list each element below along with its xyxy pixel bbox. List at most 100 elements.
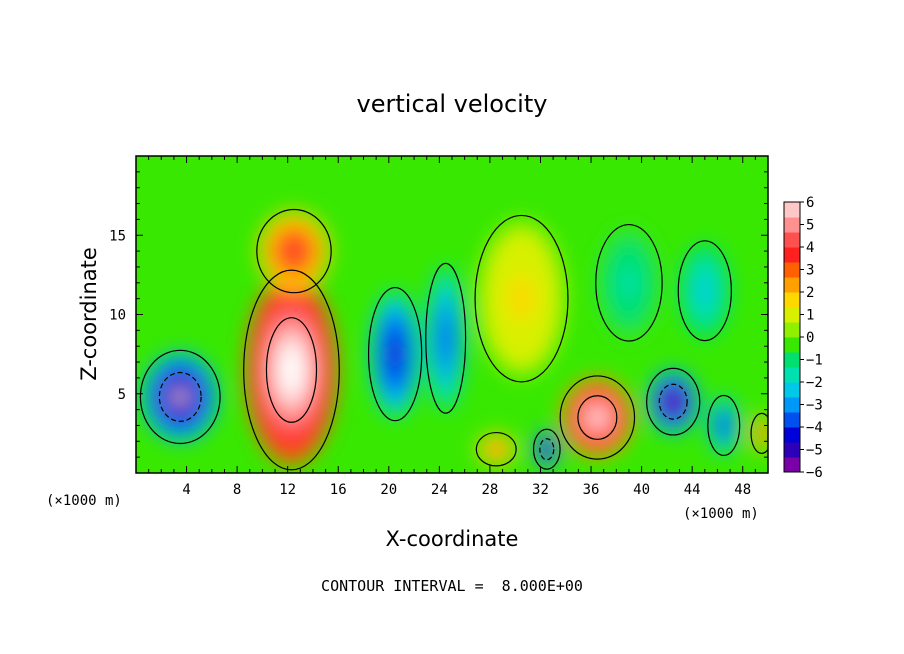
zero-contour-line bbox=[256, 208, 332, 294]
x-axis-label: X-coordinate bbox=[386, 527, 519, 551]
contour-interval-note: CONTOUR INTERVAL = 8.000E+00 bbox=[321, 577, 583, 595]
colorbar-swatch bbox=[784, 277, 800, 293]
x-tick-label: 44 bbox=[684, 482, 701, 498]
x-unit-right: (×1000 m) bbox=[683, 506, 759, 522]
field-feature-level bbox=[624, 274, 634, 291]
x-tick-label: 12 bbox=[279, 482, 296, 498]
field-feature bbox=[561, 377, 633, 458]
colorbar: 6 5 4 3 2 1 0 −1 −2 −3 −4 −5 −6 bbox=[783, 195, 823, 481]
x-tick-label: 28 bbox=[481, 482, 498, 498]
x-tick-label: 24 bbox=[431, 482, 448, 498]
field-feature bbox=[647, 369, 699, 434]
zero-contour-line bbox=[595, 223, 663, 342]
zero-contour-line bbox=[707, 394, 741, 457]
field-feature-level bbox=[391, 345, 399, 364]
colorbar-swatch bbox=[784, 457, 800, 473]
field-feature-level bbox=[442, 328, 449, 349]
field-feature bbox=[751, 414, 768, 453]
x-unit-left: (×1000 m) bbox=[46, 493, 122, 509]
contour-line bbox=[158, 371, 202, 422]
colorbar-swatch bbox=[784, 232, 800, 248]
chart-title: vertical velocity bbox=[357, 90, 548, 118]
colorbar-swatch bbox=[784, 202, 800, 218]
field-feature-level bbox=[284, 356, 298, 384]
zero-contour-line bbox=[750, 412, 768, 454]
colorbar-swatch bbox=[784, 262, 800, 278]
colorbar-swatch bbox=[784, 442, 800, 458]
contour-line bbox=[539, 438, 555, 461]
y-tick-label: 15 bbox=[109, 228, 126, 244]
y-tick-label: 10 bbox=[109, 308, 126, 324]
x-tick-label: 20 bbox=[380, 482, 397, 498]
field-feature-level bbox=[592, 411, 603, 424]
colorbar-swatch bbox=[784, 427, 800, 443]
field-feature bbox=[258, 211, 330, 291]
zero-contour-line bbox=[425, 262, 467, 414]
contour-line bbox=[265, 317, 318, 423]
field-feature bbox=[597, 227, 661, 339]
colorbar-swatch bbox=[784, 397, 800, 413]
field-feature bbox=[426, 266, 465, 410]
colorbar-tick-label: 2 bbox=[806, 285, 814, 301]
colorbar-swatch bbox=[784, 412, 800, 428]
colorbar-tick-label: 4 bbox=[806, 240, 814, 256]
field-feature bbox=[534, 430, 560, 469]
field-feature bbox=[679, 243, 731, 339]
colorbar-swatch bbox=[784, 307, 800, 323]
contour-line bbox=[658, 383, 688, 420]
colorbar-swatch bbox=[784, 382, 800, 398]
x-tick-label: 36 bbox=[583, 482, 600, 498]
field-feature-level bbox=[288, 245, 300, 257]
field-feature-level bbox=[174, 390, 186, 404]
field-feature bbox=[477, 433, 516, 466]
colorbar-swatch bbox=[784, 292, 800, 308]
colorbar-tick-label: −6 bbox=[806, 465, 823, 481]
colorbar-tick-label: −2 bbox=[806, 375, 823, 391]
x-tick-label: 40 bbox=[633, 482, 650, 498]
y-axis-label: Z-coordinate bbox=[77, 247, 101, 381]
field-feature bbox=[245, 274, 337, 466]
field-feature bbox=[708, 396, 739, 454]
colorbar-swatch bbox=[784, 337, 800, 353]
y-tick-label: 5 bbox=[118, 387, 126, 403]
zero-contour-line bbox=[677, 240, 732, 342]
zero-contour-line bbox=[646, 367, 701, 436]
colorbar-tick-label: 3 bbox=[806, 263, 814, 279]
x-tick-label: 16 bbox=[330, 482, 347, 498]
colorbar-swatch bbox=[784, 217, 800, 233]
field-feature-level bbox=[544, 446, 549, 452]
field-feature-level bbox=[701, 283, 709, 298]
colorbar-tick-label: −3 bbox=[806, 398, 823, 414]
colorbar-swatch bbox=[784, 322, 800, 338]
colorbar-tick-label: −4 bbox=[806, 420, 823, 436]
colorbar-tick-label: 5 bbox=[806, 218, 814, 234]
x-tick-label: 8 bbox=[233, 482, 241, 498]
zero-contour-line bbox=[367, 286, 423, 422]
field-feature-level bbox=[515, 287, 528, 310]
colorbar-tick-label: 0 bbox=[806, 330, 814, 346]
zero-contour-line bbox=[532, 428, 561, 470]
field-feature bbox=[142, 352, 219, 442]
colorbar-tick-label: 1 bbox=[806, 308, 814, 324]
plot-area bbox=[136, 156, 768, 473]
x-tick-label: 4 bbox=[182, 482, 190, 498]
zero-contour-line bbox=[559, 375, 636, 460]
x-axis: 4 8 12 16 20 24 28 32 36 40 44 48 bbox=[148, 156, 756, 498]
colorbar-swatch bbox=[784, 352, 800, 368]
field-feature-level bbox=[721, 421, 726, 430]
field-feature-level bbox=[493, 446, 499, 452]
colorbar-tick-label: −5 bbox=[806, 443, 823, 459]
x-tick-label: 32 bbox=[532, 482, 549, 498]
field-feature bbox=[477, 219, 566, 378]
field-feature bbox=[369, 290, 421, 418]
x-tick-label: 48 bbox=[734, 482, 751, 498]
zero-contour-line bbox=[139, 349, 221, 445]
zero-contour-line bbox=[474, 214, 569, 383]
colorbar-swatch bbox=[784, 367, 800, 383]
field-feature-level bbox=[760, 430, 764, 437]
colorbar-tick-label: −1 bbox=[806, 353, 823, 369]
zero-contour-line bbox=[475, 431, 517, 467]
zero-contour-line bbox=[243, 269, 340, 471]
y-axis: 5 10 15 bbox=[109, 171, 768, 458]
